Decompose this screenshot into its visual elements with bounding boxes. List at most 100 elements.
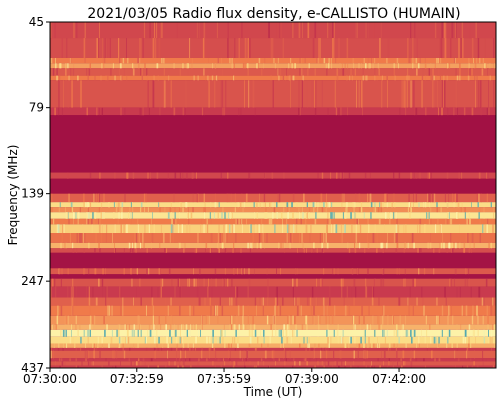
striation (170, 202, 172, 208)
striation (209, 248, 211, 253)
band-13 (50, 207, 496, 213)
striation (483, 207, 485, 213)
striation (407, 242, 409, 249)
striation (140, 242, 141, 249)
striation (268, 218, 270, 225)
striation (173, 218, 175, 225)
striation (85, 286, 87, 298)
striation (269, 202, 271, 208)
striation (179, 207, 180, 213)
striation (438, 336, 440, 344)
striation (392, 315, 394, 325)
striation (380, 242, 383, 249)
striation (89, 63, 91, 69)
striation (80, 80, 82, 108)
striation (70, 207, 72, 213)
striation (449, 242, 451, 249)
striation (123, 268, 125, 275)
striation (232, 248, 234, 253)
striation (343, 297, 345, 306)
striation (341, 63, 343, 69)
striation (90, 202, 92, 208)
chart-title: 2021/03/05 Radio flux density, e-CALLIST… (87, 6, 460, 22)
striation (381, 324, 383, 330)
striation (411, 336, 413, 344)
striation (237, 202, 239, 208)
striation (313, 350, 314, 359)
striation (393, 329, 395, 337)
striation (446, 75, 448, 81)
striation (316, 248, 318, 253)
striation (189, 38, 191, 58)
striation (355, 22, 357, 39)
striation (111, 329, 113, 337)
striation (238, 218, 241, 225)
striation (214, 365, 216, 368)
striation (83, 248, 85, 253)
striation (128, 242, 131, 249)
striation (494, 324, 496, 330)
striation (103, 193, 105, 203)
striation (430, 172, 432, 179)
striation (371, 365, 373, 368)
striation (392, 361, 394, 366)
striation (88, 212, 90, 219)
striation (71, 324, 72, 330)
striation (156, 22, 158, 39)
striation (173, 107, 176, 116)
striation (325, 207, 327, 213)
striation (254, 347, 257, 351)
striation (72, 68, 75, 76)
striation (299, 343, 301, 348)
striation (403, 361, 405, 366)
striation (278, 75, 280, 81)
striation (492, 224, 494, 233)
striation (114, 224, 116, 233)
striation (258, 233, 261, 243)
striation (50, 22, 52, 39)
striation (87, 75, 89, 81)
striation (143, 22, 146, 39)
striation (360, 63, 362, 69)
striation (71, 207, 74, 213)
band-7 (50, 107, 496, 116)
striation (169, 329, 171, 337)
striation (348, 343, 350, 348)
striation (106, 224, 108, 233)
striation (205, 38, 207, 58)
striation (233, 63, 235, 69)
striation (370, 212, 372, 219)
striation (373, 336, 374, 344)
striation (436, 297, 438, 306)
striation (451, 193, 454, 203)
striation (333, 212, 335, 219)
striation (55, 361, 56, 366)
striation (233, 75, 234, 81)
striation (179, 305, 181, 316)
striation (473, 329, 475, 337)
striation (273, 315, 275, 325)
striation (473, 57, 474, 64)
striation (319, 315, 321, 325)
striation (233, 361, 235, 366)
striation (50, 350, 52, 359)
striation (455, 365, 456, 368)
striation (216, 68, 218, 76)
striation (460, 324, 462, 330)
striation (376, 233, 378, 243)
striation (486, 305, 487, 316)
striation (451, 22, 454, 39)
striation (468, 63, 470, 69)
striation (447, 212, 450, 219)
striation (260, 242, 262, 249)
striation (235, 233, 237, 243)
striation (344, 365, 346, 368)
striation (218, 202, 220, 208)
striation (413, 202, 414, 208)
striation (288, 324, 290, 330)
striation (159, 207, 161, 213)
striation (397, 224, 400, 233)
striation (176, 22, 178, 39)
striation (179, 242, 181, 249)
striation (201, 347, 203, 351)
